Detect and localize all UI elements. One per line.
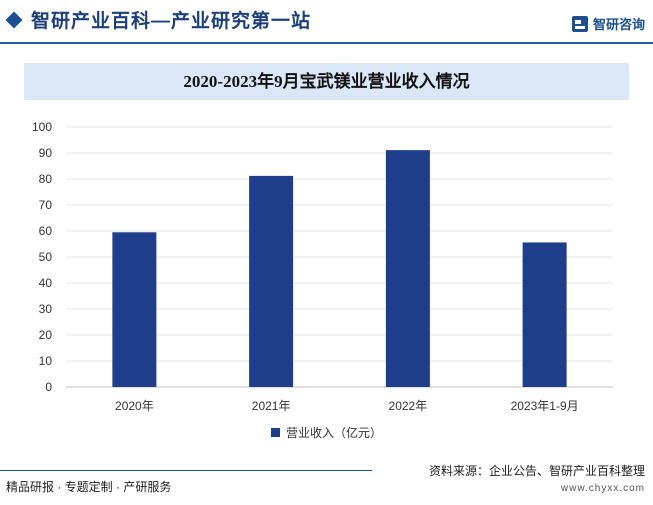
bar — [385, 150, 430, 387]
y-tick-label: 50 — [39, 250, 53, 264]
y-tick-label: 60 — [39, 224, 53, 238]
y-tick-label: 20 — [39, 328, 53, 342]
bar — [112, 232, 157, 387]
y-tick-label: 100 — [32, 120, 52, 134]
x-tick-label: 2023年1-9月 — [511, 399, 579, 413]
y-tick-label: 10 — [39, 354, 53, 368]
brand-logo-icon — [571, 15, 588, 32]
legend-swatch — [270, 428, 280, 437]
y-tick-label: 0 — [45, 380, 52, 394]
header-bar: 智研产业百科—产业研究第一站 智研咨询 — [0, 0, 653, 44]
y-tick-label: 70 — [39, 198, 53, 212]
chart-title: 2020-2023年9月宝武镁业营业收入情况 — [183, 72, 470, 91]
brand-name: 智研咨询 — [592, 17, 645, 32]
header-divider — [0, 42, 653, 44]
legend-label: 营业收入（亿元） — [285, 426, 382, 440]
x-tick-label: 2021年 — [252, 399, 291, 413]
x-tick-label: 2022年 — [389, 399, 428, 413]
website-url[interactable]: www.chyxx.com — [560, 483, 645, 494]
chart-legend: 营业收入（亿元） — [0, 424, 653, 441]
chart-title-banner: 2020-2023年9月宝武镁业营业收入情况 — [24, 63, 629, 100]
diamond-icon — [5, 11, 23, 29]
bar-chart: 0 10 20 30 40 50 60 70 80 90 100 2020年 2021年 2022年 202… — [32, 120, 613, 413]
data-source: 资料来源：企业公告、智研产业百科整理 — [428, 464, 645, 478]
x-tick-label: 2020年 — [115, 399, 154, 413]
bar — [522, 242, 567, 387]
footer-services: 精品研报 · 专题定制 · 产研服务 — [6, 480, 172, 494]
brand-logo[interactable]: 智研咨询 — [571, 14, 645, 33]
y-tick-label: 90 — [39, 146, 53, 160]
y-tick-label: 30 — [39, 302, 53, 316]
site-title: 智研产业百科—产业研究第一站 — [31, 11, 312, 32]
footer-divider — [0, 470, 372, 471]
y-tick-label: 80 — [39, 172, 53, 186]
y-tick-label: 40 — [39, 276, 53, 290]
bar — [249, 175, 294, 387]
